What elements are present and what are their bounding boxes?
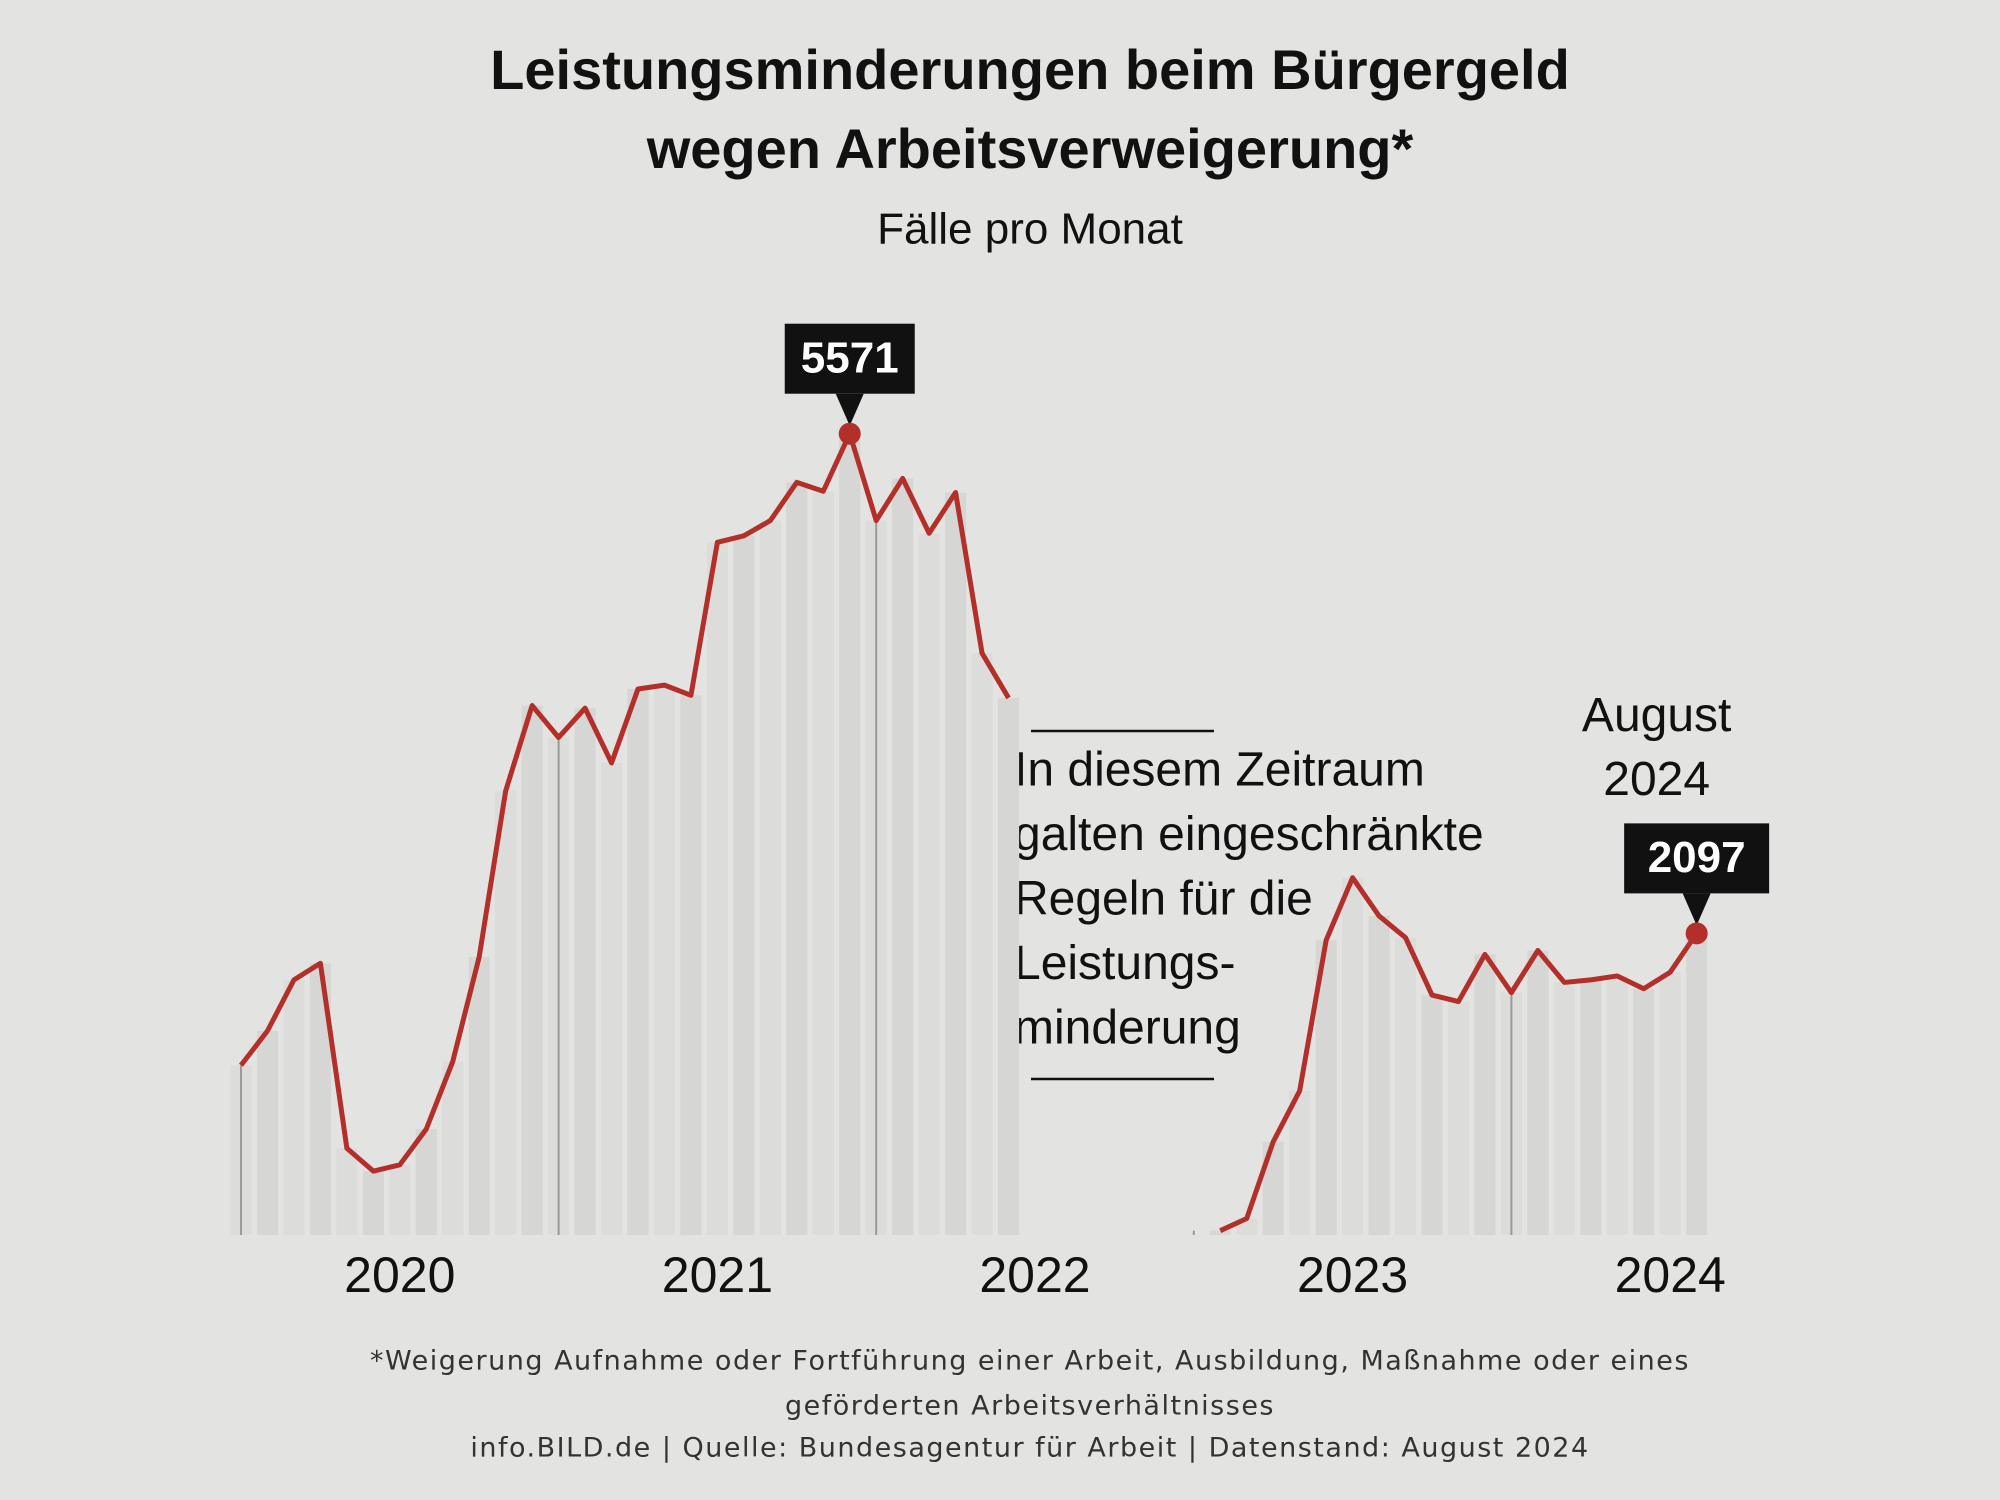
- month-stripe: [839, 433, 861, 1236]
- month-stripe: [1209, 1230, 1231, 1235]
- month-stripe: [1580, 979, 1602, 1235]
- month-stripe: [997, 697, 1020, 1235]
- month-stripe: [389, 1164, 411, 1235]
- footnote: geförderten Arbeitsverhältnisses: [785, 1391, 1275, 1422]
- month-stripe: [653, 685, 676, 1235]
- annotation-line: Regeln für die: [1014, 873, 1313, 926]
- month-stripe: [362, 1171, 384, 1235]
- month-stripe: [309, 963, 331, 1235]
- point-marker: [838, 422, 861, 445]
- chart-subtitle: Fälle pro Monat: [877, 205, 1183, 254]
- month-stripe: [600, 762, 623, 1235]
- value-label: 5571: [801, 333, 899, 382]
- x-tick-label: 2020: [344, 1247, 455, 1303]
- month-stripe: [468, 956, 490, 1235]
- month-stripe: [1342, 877, 1364, 1235]
- month-stripe: [786, 482, 808, 1235]
- month-stripe: [495, 790, 517, 1235]
- month-stripe: [945, 492, 967, 1235]
- month-stripe: [1659, 972, 1681, 1235]
- value-label: 2097: [1648, 833, 1746, 882]
- month-stripe: [733, 535, 755, 1235]
- month-stripe: [256, 1030, 279, 1235]
- month-stripe: [1262, 1141, 1284, 1235]
- month-stripe: [1633, 988, 1655, 1235]
- month-stripe: [336, 1148, 358, 1235]
- source: info.BILD.de | Quelle: Bundesagentur für…: [470, 1433, 1589, 1464]
- value-label-pointer: [1682, 893, 1711, 926]
- annotation-line: galten eingeschränkte: [1014, 808, 1484, 861]
- month-stripe: [574, 708, 596, 1235]
- month-stripe: [1686, 933, 1708, 1235]
- month-stripe: [1606, 975, 1628, 1235]
- chart-title: wegen Arbeitsverweigerung*: [646, 117, 1414, 180]
- value-label-pointer: [835, 393, 864, 426]
- footnote: *Weigerung Aufnahme oder Fortführung ein…: [370, 1346, 1690, 1377]
- month-stripe: [971, 653, 993, 1235]
- annotation-line: In diesem Zeitraum: [1014, 744, 1425, 797]
- point-label: 2024: [1603, 753, 1710, 806]
- month-stripe: [1553, 982, 1575, 1235]
- value-label-box: [784, 323, 915, 394]
- month-stripe: [1315, 940, 1337, 1235]
- month-stripe: [1394, 937, 1417, 1235]
- month-stripe: [918, 533, 940, 1235]
- month-stripe: [892, 478, 914, 1236]
- month-stripe: [521, 705, 543, 1235]
- x-tick-label: 2023: [1297, 1247, 1408, 1303]
- month-stripe: [706, 542, 728, 1235]
- month-stripe: [759, 520, 781, 1235]
- month-stripe: [1289, 1090, 1311, 1235]
- point-marker: [1685, 922, 1708, 945]
- chart-title: Leistungsminderungen beim Bürgergeld: [490, 38, 1570, 101]
- month-stripe: [283, 979, 305, 1235]
- value-label-box: [1624, 823, 1770, 894]
- month-stripe: [1474, 954, 1496, 1235]
- month-stripe: [627, 689, 649, 1235]
- month-stripe: [812, 491, 834, 1236]
- x-tick-label: 2024: [1615, 1247, 1726, 1303]
- x-tick-label: 2021: [662, 1247, 773, 1303]
- data-line: [239, 431, 1011, 1174]
- month-stripe: [1421, 995, 1443, 1235]
- month-stripe: [1447, 1001, 1470, 1235]
- annotation: In diesem Zeitraum galten eingeschränkte R…: [1014, 744, 1484, 1055]
- month-stripe: [680, 695, 702, 1235]
- annotation-line: Leistungs-: [1014, 937, 1235, 990]
- point-label: August: [1582, 689, 1731, 742]
- month-stripe: [415, 1129, 437, 1235]
- month-stripe: [1527, 950, 1549, 1235]
- month-stripe: [442, 1061, 464, 1235]
- annotation-line: minderung: [1014, 1002, 1241, 1055]
- data-line: [1219, 875, 1699, 1233]
- month-stripe: [1368, 915, 1390, 1235]
- x-tick-label: 2022: [979, 1247, 1090, 1303]
